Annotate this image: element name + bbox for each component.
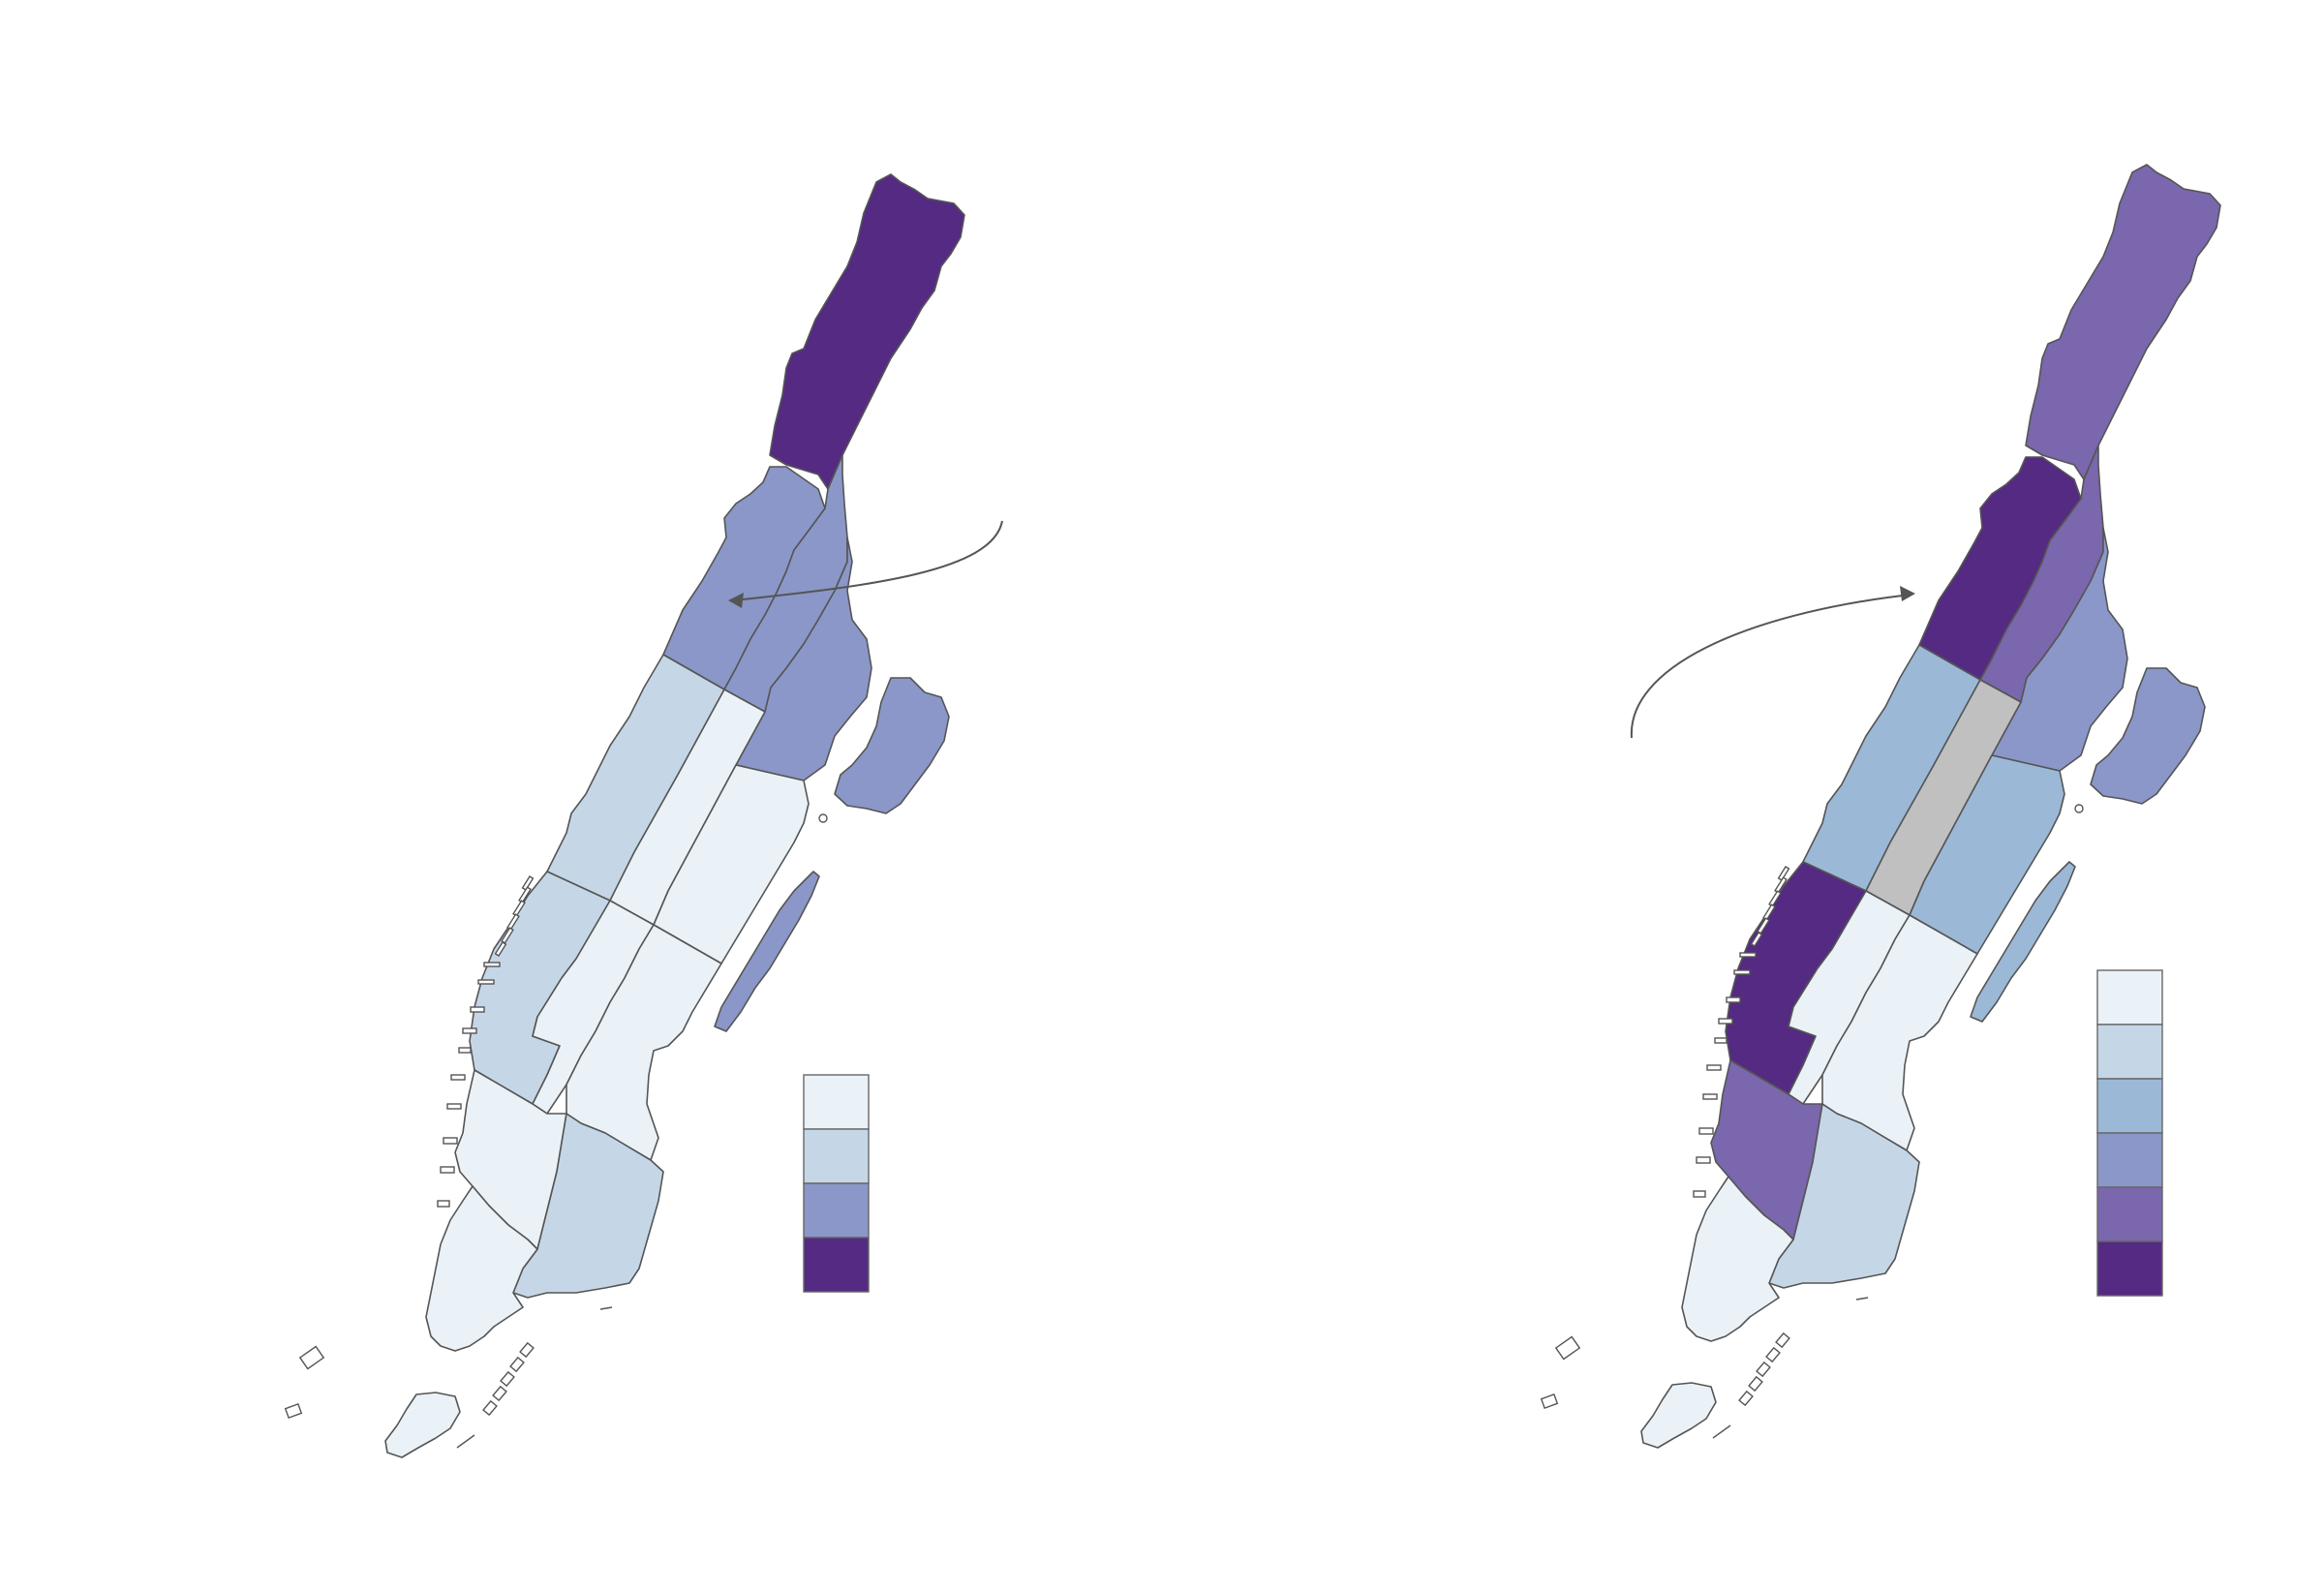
region-randalls-island[interactable] — [834, 677, 950, 814]
region-east-village-les[interactable] — [1768, 1103, 1920, 1289]
region-inwood-washington-heights[interactable] — [769, 173, 965, 490]
region-east-harlem[interactable] — [1991, 527, 2128, 772]
small-islets — [284, 813, 828, 1449]
legend-swatch-c5 — [2096, 1186, 2163, 1242]
region-randalls-island[interactable] — [2090, 667, 2206, 805]
region-roosevelt-island[interactable] — [1970, 861, 2076, 1023]
legend-swatch-c2 — [803, 1128, 870, 1184]
legend-swatch-c6 — [2096, 1240, 2163, 1297]
legend-swatch-c2 — [2096, 1024, 2163, 1080]
arrowhead-right — [1900, 586, 1915, 601]
region-inwood-washington-heights[interactable] — [2025, 164, 2221, 480]
region-roosevelt-island[interactable] — [714, 871, 820, 1032]
legend-swatch-c4 — [2096, 1132, 2163, 1188]
arrowhead-left — [728, 593, 744, 608]
region-financial-district[interactable] — [1681, 1176, 1794, 1342]
west-side-piers — [437, 875, 535, 1208]
left-choropleth-map — [284, 173, 1003, 1458]
region-financial-district[interactable] — [425, 1185, 538, 1352]
region-governors-island[interactable] — [384, 1392, 461, 1458]
small-islets — [1540, 804, 2084, 1439]
legend-swatch-c4 — [803, 1182, 870, 1239]
region-east-village-les[interactable] — [512, 1113, 664, 1299]
annotation-arrow-left — [733, 520, 1003, 601]
legend-swatch-c3 — [2096, 1078, 2163, 1134]
region-upper-east-side[interactable] — [1909, 754, 2065, 955]
annotation-arrow-right — [1630, 595, 1904, 739]
legend-swatch-c6 — [803, 1237, 870, 1293]
legend-swatch-c1 — [803, 1074, 870, 1130]
right-choropleth-map — [1540, 164, 2221, 1449]
left-legend — [803, 1074, 870, 1293]
region-east-harlem[interactable] — [735, 536, 872, 781]
region-upper-east-side[interactable] — [653, 764, 810, 964]
west-side-piers — [1693, 866, 1790, 1198]
region-governors-island[interactable] — [1640, 1382, 1717, 1449]
legend-swatch-c1 — [2096, 969, 2163, 1026]
right-legend — [2096, 969, 2163, 1297]
